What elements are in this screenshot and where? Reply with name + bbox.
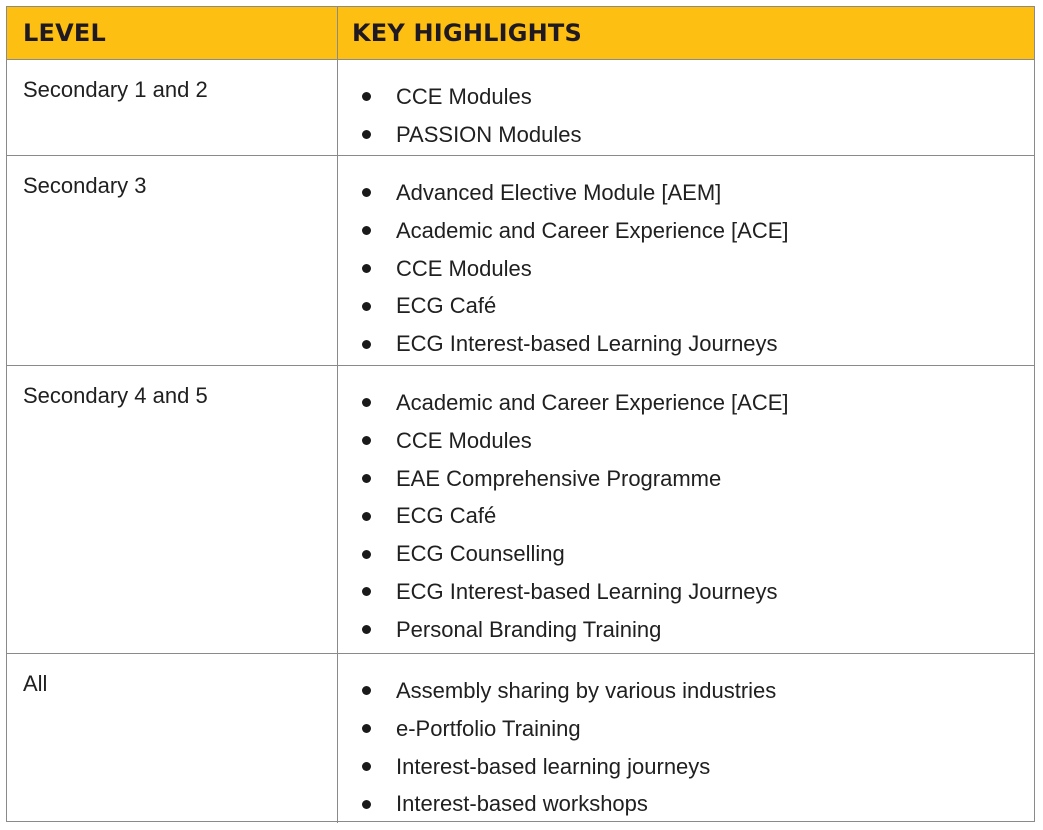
level-label: Secondary 1 and 2 xyxy=(23,77,208,102)
list-item-text: Interest-based workshops xyxy=(396,791,648,817)
list-item-text: ECG Café xyxy=(396,503,497,529)
bullet-icon xyxy=(362,511,371,521)
list-item-text: PASSION Modules xyxy=(396,121,582,147)
highlights-cell: Academic and Career Experience [ACE] CCE… xyxy=(338,366,1034,654)
list-item-text: ECG Interest-based Learning Journeys xyxy=(396,578,778,604)
level-label: Secondary 4 and 5 xyxy=(23,383,208,408)
list-item: CCE Modules xyxy=(362,78,1034,116)
list-item: Academic and Career Experience [ACE] xyxy=(362,212,1034,250)
level-cell: Secondary 1 and 2 xyxy=(7,60,338,156)
highlights-cell: Assembly sharing by various industries e… xyxy=(338,654,1034,823)
bullet-icon xyxy=(362,436,371,446)
highlights-table: LEVEL KEY HIGHLIGHTS Secondary 1 and 2 C… xyxy=(6,6,1035,824)
list-item-text: ECG Interest-based Learning Journeys xyxy=(396,331,778,357)
bullet-icon xyxy=(362,761,371,771)
highlights-cell: Advanced Elective Module [AEM] Academic … xyxy=(338,156,1034,366)
list-item-text: EAE Comprehensive Programme xyxy=(396,465,722,491)
header-key-highlights: KEY HIGHLIGHTS xyxy=(338,7,1034,60)
highlights-list: Academic and Career Experience [ACE] CCE… xyxy=(338,366,1034,649)
list-item-text: ECG Counselling xyxy=(396,541,565,567)
bullet-icon xyxy=(362,226,371,236)
bullet-icon xyxy=(362,587,371,597)
bullet-icon xyxy=(362,188,371,198)
list-item: ECG Interest-based Learning Journeys xyxy=(362,573,1034,611)
level-cell: Secondary 3 xyxy=(7,156,338,366)
bullet-icon xyxy=(362,625,371,635)
list-item: Academic and Career Experience [ACE] xyxy=(362,384,1034,422)
list-item-text: Interest-based learning journeys xyxy=(396,753,711,779)
bullet-icon xyxy=(362,339,371,349)
header-level-label: LEVEL xyxy=(23,19,106,47)
bullet-icon xyxy=(362,549,371,559)
level-label: All xyxy=(23,671,48,696)
bullet-icon xyxy=(362,130,371,140)
bullet-icon xyxy=(362,263,371,273)
bullet-icon xyxy=(362,686,371,696)
list-item: ECG Counselling xyxy=(362,535,1034,573)
level-label: Secondary 3 xyxy=(23,173,147,198)
bullet-icon xyxy=(362,301,371,311)
list-item: CCE Modules xyxy=(362,250,1034,288)
bullet-icon xyxy=(362,398,371,408)
level-cell: All xyxy=(7,654,338,824)
list-item: Advanced Elective Module [AEM] xyxy=(362,174,1034,212)
list-item: e-Portfolio Training xyxy=(362,710,1034,748)
list-item: ECG Café xyxy=(362,497,1034,535)
list-item-text: Personal Branding Training xyxy=(396,616,662,642)
highlights-list: Assembly sharing by various industries e… xyxy=(338,654,1034,823)
highlights-list: Advanced Elective Module [AEM] Academic … xyxy=(338,156,1034,363)
highlights-list: CCE Modules PASSION Modules xyxy=(338,60,1034,154)
bullet-icon xyxy=(362,724,371,734)
list-item-text: e-Portfolio Training xyxy=(396,715,581,741)
level-cell: Secondary 4 and 5 xyxy=(7,366,338,654)
list-item: Interest-based learning journeys xyxy=(362,748,1034,786)
list-item: Assembly sharing by various industries xyxy=(362,672,1034,710)
list-item: Interest-based workshops xyxy=(362,785,1034,823)
list-item-text: Advanced Elective Module [AEM] xyxy=(396,180,722,205)
list-item: PASSION Modules xyxy=(362,116,1034,154)
list-item-text: CCE Modules xyxy=(396,255,532,281)
list-item-text: ECG Café xyxy=(396,293,497,319)
list-item-text: CCE Modules xyxy=(396,427,532,453)
list-item: ECG Café xyxy=(362,287,1034,325)
header-level: LEVEL xyxy=(7,7,338,60)
list-item-text: Assembly sharing by various industries xyxy=(396,678,777,703)
list-item-text: Academic and Career Experience [ACE] xyxy=(396,217,789,243)
bullet-icon xyxy=(362,473,371,483)
bullet-icon xyxy=(362,799,371,809)
list-item-text: Academic and Career Experience [ACE] xyxy=(396,390,789,415)
highlights-cell: CCE Modules PASSION Modules xyxy=(338,60,1034,156)
header-highlights-label: KEY HIGHLIGHTS xyxy=(352,19,582,47)
list-item: Personal Branding Training xyxy=(362,611,1034,649)
list-item: CCE Modules xyxy=(362,422,1034,460)
list-item: ECG Interest-based Learning Journeys xyxy=(362,325,1034,363)
list-item-text: CCE Modules xyxy=(396,84,532,109)
bullet-icon xyxy=(362,92,371,102)
list-item: EAE Comprehensive Programme xyxy=(362,460,1034,498)
